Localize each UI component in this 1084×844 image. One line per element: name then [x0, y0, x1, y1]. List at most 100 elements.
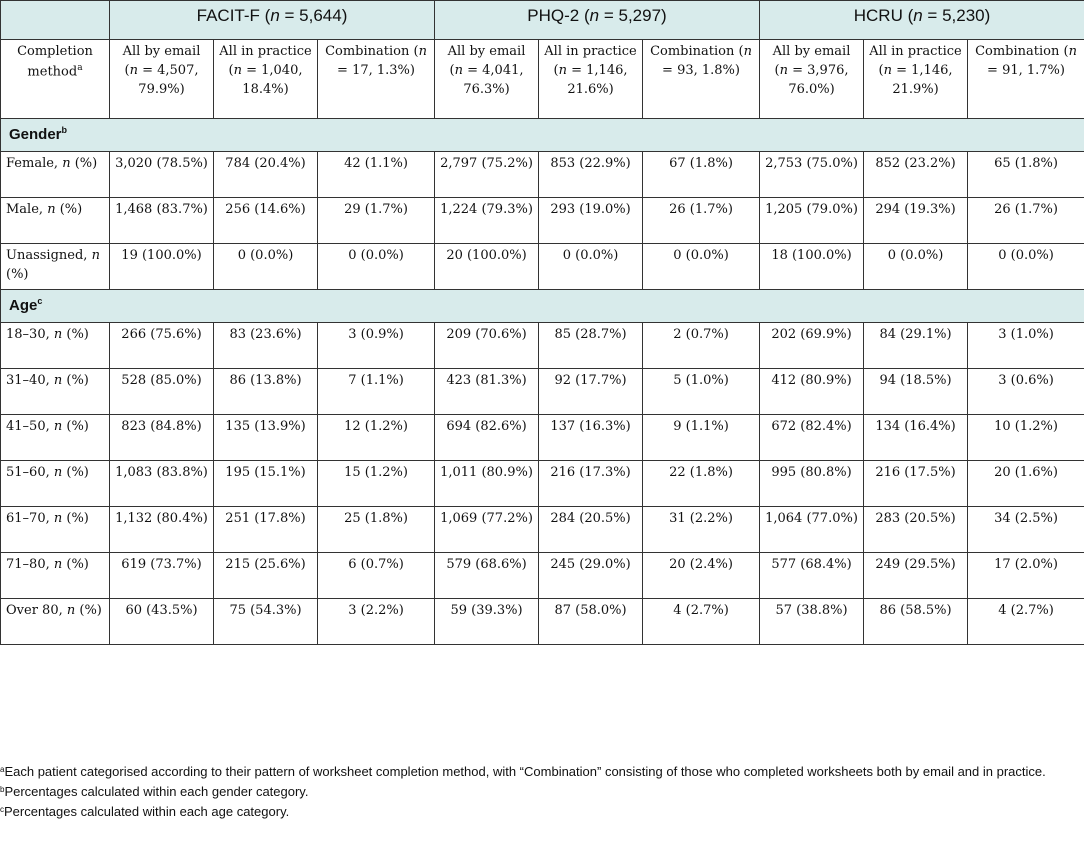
header-corner — [0, 0, 110, 40]
row-label: Female, n (%) — [0, 151, 110, 198]
group-header-hcru: HCRU (n = 5,230) — [759, 0, 1084, 40]
table-cell: 3 (0.9%) — [316, 322, 436, 369]
group-header-facit-f: FACIT-F (n = 5,644) — [108, 0, 436, 40]
table-cell: 9 (1.1%) — [642, 414, 761, 461]
footnote: bPercentages calculated within each gend… — [0, 782, 1084, 802]
table-row: 71–80, n (%) 619 (73.7%) 215 (25.6%) 6 (0.7… — [0, 552, 1084, 599]
table-cell: 0 (0.0%) — [213, 243, 318, 290]
table-cell: 86 (13.8%) — [213, 368, 318, 415]
table-cell: 823 (84.8%) — [109, 414, 214, 461]
footnote: aEach patient categorised according to t… — [0, 762, 1084, 782]
table-cell: 995 (80.8%) — [759, 460, 865, 507]
table-cell: 619 (73.7%) — [109, 552, 214, 599]
table-cell: 283 (20.5%) — [863, 506, 969, 553]
table-cell: 4 (2.7%) — [642, 598, 761, 645]
row-label: 31–40, n (%) — [0, 368, 110, 415]
table-cell: 20 (1.6%) — [967, 460, 1084, 507]
row-label: 41–50, n (%) — [0, 414, 110, 461]
subheader-cell: All by email (n = 3,976, 76.0%) — [759, 39, 865, 119]
table-cell: 25 (1.8%) — [316, 506, 436, 553]
table-row: 18–30, n (%) 266 (75.6%) 83 (23.6%) 3 (0.9%… — [0, 322, 1084, 369]
table-cell: 15 (1.2%) — [316, 460, 436, 507]
completion-method-header: Completion methoda — [0, 39, 110, 119]
table-cell: 65 (1.8%) — [967, 151, 1084, 198]
subheader-cell: All by email (n = 4,041, 76.3%) — [434, 39, 540, 119]
table-cell: 42 (1.1%) — [316, 151, 436, 198]
table-cell: 3 (0.6%) — [967, 368, 1084, 415]
table-cell: 0 (0.0%) — [538, 243, 644, 290]
table-cell: 67 (1.8%) — [642, 151, 761, 198]
table-cell: 87 (58.0%) — [538, 598, 644, 645]
row-label: Unassigned, n (%) — [0, 243, 110, 290]
subheader-cell: All by email (n = 4,507, 79.9%) — [109, 39, 214, 119]
table-cell: 83 (23.6%) — [213, 322, 318, 369]
table-cell: 0 (0.0%) — [967, 243, 1084, 290]
table-cell: 137 (16.3%) — [538, 414, 644, 461]
group-header-phq-2: PHQ-2 (n = 5,297) — [434, 0, 761, 40]
table-cell: 10 (1.2%) — [967, 414, 1084, 461]
footnote-text: Each patient categorised according to th… — [4, 764, 1046, 779]
section-label-text: Age — [9, 297, 38, 315]
table-cell: 12 (1.2%) — [316, 414, 436, 461]
table-cell: 18 (100.0%) — [759, 243, 865, 290]
table-row: Female, n (%) 3,020 (78.5%) 784 (20.4%) 42 … — [0, 151, 1084, 198]
table-cell: 22 (1.8%) — [642, 460, 761, 507]
row-label: Over 80, n (%) — [0, 598, 110, 645]
footnote-marker: c — [37, 296, 43, 307]
table-cell: 4 (2.7%) — [967, 598, 1084, 645]
table-row: Over 80, n (%) 60 (43.5%) 75 (54.3%) 3 (2.2… — [0, 598, 1084, 645]
table-cell: 577 (68.4%) — [759, 552, 865, 599]
table-cell: 75 (54.3%) — [213, 598, 318, 645]
table-cell: 86 (58.5%) — [863, 598, 969, 645]
table-cell: 1,224 (79.3%) — [434, 197, 540, 244]
footnote-text: Percentages calculated within each age c… — [4, 804, 290, 819]
table-body: Genderb Female, n (%) 3,020 (78.5%) 784 (20… — [0, 118, 1084, 645]
subheader-cell: All in practice (n = 1,146, 21.9%) — [863, 39, 969, 119]
table-cell: 6 (0.7%) — [316, 552, 436, 599]
table-cell: 59 (39.3%) — [434, 598, 540, 645]
section-label: Agec — [0, 289, 1084, 323]
table-row: Unassigned, n (%) 19 (100.0%) 0 (0.0%) 0 (0… — [0, 243, 1084, 290]
table-cell: 202 (69.9%) — [759, 322, 865, 369]
table-cell: 251 (17.8%) — [213, 506, 318, 553]
group-header-row: FACIT-F (n = 5,644) PHQ-2 (n = 5,297) HC… — [0, 0, 1084, 40]
table-cell: 19 (100.0%) — [109, 243, 214, 290]
table-cell: 3 (1.0%) — [967, 322, 1084, 369]
table-row: Male, n (%) 1,468 (83.7%) 256 (14.6%) 29 (1… — [0, 197, 1084, 244]
table-cell: 20 (2.4%) — [642, 552, 761, 599]
subheader-cell: Combination (n = 93, 1.8%) — [642, 39, 761, 119]
table-cell: 1,132 (80.4%) — [109, 506, 214, 553]
table-cell: 1,064 (77.0%) — [759, 506, 865, 553]
table-cell: 209 (70.6%) — [434, 322, 540, 369]
table-cell: 784 (20.4%) — [213, 151, 318, 198]
table-cell: 672 (82.4%) — [759, 414, 865, 461]
table-cell: 215 (25.6%) — [213, 552, 318, 599]
table-cell: 84 (29.1%) — [863, 322, 969, 369]
table-cell: 5 (1.0%) — [642, 368, 761, 415]
table-cell: 412 (80.9%) — [759, 368, 865, 415]
table-cell: 31 (2.2%) — [642, 506, 761, 553]
table-cell: 2 (0.7%) — [642, 322, 761, 369]
table-cell: 195 (15.1%) — [213, 460, 318, 507]
table-cell: 579 (68.6%) — [434, 552, 540, 599]
row-label: 51–60, n (%) — [0, 460, 110, 507]
table-cell: 1,468 (83.7%) — [109, 197, 214, 244]
table-row: 61–70, n (%) 1,132 (80.4%) 251 (17.8%) 25 (… — [0, 506, 1084, 553]
table-cell: 256 (14.6%) — [213, 197, 318, 244]
table-cell: 293 (19.0%) — [538, 197, 644, 244]
table-cell: 2,753 (75.0%) — [759, 151, 865, 198]
table-cell: 34 (2.5%) — [967, 506, 1084, 553]
footnote-marker: c — [0, 805, 4, 814]
table-row: 31–40, n (%) 528 (85.0%) 86 (13.8%) 7 (1.1%… — [0, 368, 1084, 415]
footnote-marker: b — [0, 785, 5, 794]
subheader-cell: Combination (n = 91, 1.7%) — [967, 39, 1084, 119]
table-cell: 60 (43.5%) — [109, 598, 214, 645]
table-cell: 29 (1.7%) — [316, 197, 436, 244]
table-cell: 0 (0.0%) — [863, 243, 969, 290]
row-label: 71–80, n (%) — [0, 552, 110, 599]
table-cell: 3,020 (78.5%) — [109, 151, 214, 198]
table-cell: 694 (82.6%) — [434, 414, 540, 461]
table-cell: 216 (17.5%) — [863, 460, 969, 507]
table-cell: 94 (18.5%) — [863, 368, 969, 415]
table-cell: 1,069 (77.2%) — [434, 506, 540, 553]
